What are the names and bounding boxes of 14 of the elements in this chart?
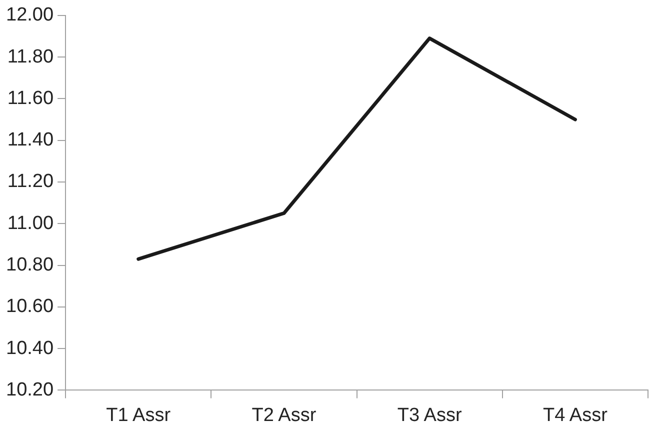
x-tick-label: T1 Assr <box>106 404 172 426</box>
y-tick-label: 11.80 <box>7 46 54 68</box>
x-tick-label: T3 Assr <box>397 404 462 426</box>
y-tick-label: 11.60 <box>7 88 54 109</box>
x-tick-label: T4 Assr <box>542 404 608 426</box>
y-tick-label: 10.40 <box>6 338 54 359</box>
y-tick-label: 10.20 <box>6 379 54 400</box>
y-tick-label: 10.80 <box>6 254 54 276</box>
x-tick-label: T2 Assr <box>252 404 317 426</box>
y-tick-label: 11.20 <box>7 171 54 192</box>
y-tick-label: 12.00 <box>6 4 54 26</box>
y-tick-label: 10.60 <box>6 296 54 318</box>
y-tick-label: 11.00 <box>7 212 54 234</box>
y-tick-label: 11.40 <box>7 130 54 151</box>
